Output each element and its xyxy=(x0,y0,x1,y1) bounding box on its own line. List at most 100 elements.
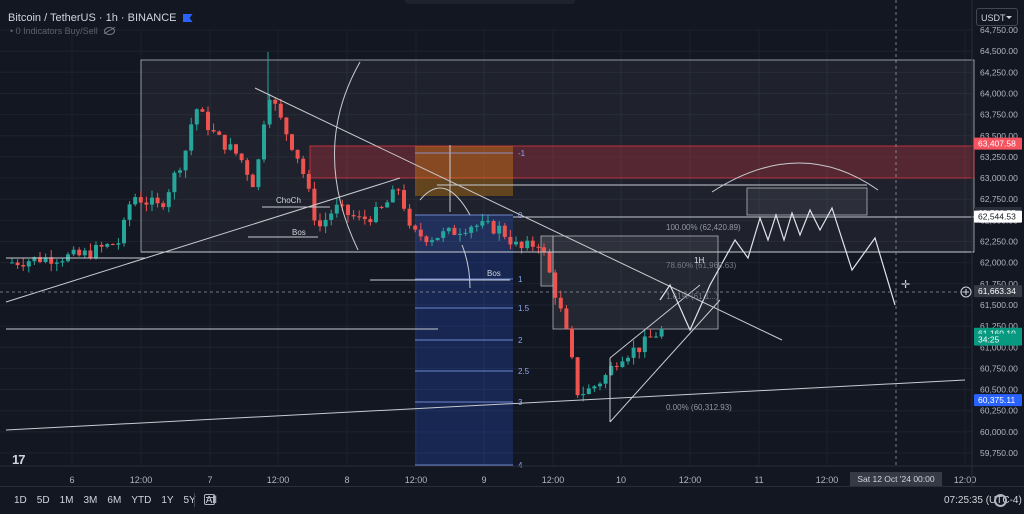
tradingview-logo-icon: 17 xyxy=(12,452,26,467)
fib-level-label: 2.5 xyxy=(518,367,530,376)
candle-body xyxy=(200,109,205,112)
candle-body xyxy=(547,251,552,273)
fib-0-label: 0.00% (60,312.93) xyxy=(666,403,732,412)
target-box xyxy=(746,187,868,216)
price-label: 60,250.00 xyxy=(980,406,1018,416)
top-handle xyxy=(405,0,575,4)
range-1d[interactable]: 1D xyxy=(14,495,27,506)
price-label: 61,000.00 xyxy=(980,342,1018,352)
eye-hidden-icon[interactable] xyxy=(103,27,115,35)
range-6m[interactable]: 6M xyxy=(107,495,122,506)
candle-body xyxy=(245,160,250,175)
candle-body xyxy=(374,206,378,223)
range-5d[interactable]: 5D xyxy=(36,495,50,506)
range-ytd[interactable]: YTD xyxy=(131,495,152,506)
candle-body xyxy=(144,202,149,205)
candle-body xyxy=(10,262,14,264)
candle-body xyxy=(502,225,507,237)
candle-body xyxy=(514,241,518,245)
candle-body xyxy=(239,153,244,161)
candle-body xyxy=(256,159,261,188)
calendar-icon[interactable] xyxy=(204,494,215,505)
candle-body xyxy=(217,131,222,135)
candle-body xyxy=(54,262,59,264)
candle-body xyxy=(278,103,283,118)
candle-body xyxy=(407,208,412,226)
candle-body xyxy=(250,174,255,188)
price-tag-bg xyxy=(974,210,1022,223)
currency-button[interactable]: USDT xyxy=(976,8,1018,26)
candle-body xyxy=(99,244,104,247)
candle-body xyxy=(273,99,278,104)
candle-body xyxy=(127,204,132,220)
symbol-title[interactable]: Bitcoin / TetherUS · 1h · BINANCE xyxy=(8,12,177,24)
candle-body xyxy=(654,336,658,338)
gear-icon[interactable] xyxy=(994,494,1007,507)
price-label: 63,000.00 xyxy=(980,173,1018,183)
candle-body xyxy=(49,257,54,264)
price-label: 60,000.00 xyxy=(980,427,1018,437)
time-label: 10 xyxy=(616,475,626,485)
time-cursor-bg xyxy=(850,472,942,486)
candle-body xyxy=(150,197,154,205)
price-label: 61,750.00 xyxy=(980,279,1018,289)
candle-body xyxy=(21,265,26,267)
range-1m[interactable]: 1M xyxy=(59,495,74,506)
clock-readout[interactable]: 07:25:35 (UTC-4) xyxy=(944,495,1022,506)
price-label: 64,000.00 xyxy=(980,88,1018,98)
candle-body xyxy=(189,124,194,151)
candle-body xyxy=(71,249,76,255)
candle-body xyxy=(519,241,524,249)
candle-body xyxy=(418,229,423,237)
candle-body xyxy=(94,244,98,258)
candle-body xyxy=(497,225,502,234)
candle-body xyxy=(43,257,48,263)
time-label: 9 xyxy=(481,475,486,485)
range-1y[interactable]: 1Y xyxy=(161,495,174,506)
price-tag-bg xyxy=(974,333,1022,346)
candle-body xyxy=(659,328,664,337)
price-label: 62,000.00 xyxy=(980,258,1018,268)
candle-body xyxy=(122,219,126,244)
time-label: 6 xyxy=(69,475,74,485)
candle-body xyxy=(637,347,642,353)
descending-trendline xyxy=(254,87,783,341)
price-tag-bg xyxy=(974,285,1022,298)
candle-body xyxy=(234,144,238,154)
candle-body xyxy=(463,232,468,234)
candle-body xyxy=(32,257,37,262)
candle-body xyxy=(558,297,563,309)
fib-level-label: -1 xyxy=(518,149,526,158)
range-5y[interactable]: 5Y xyxy=(183,495,196,506)
candle-body xyxy=(458,233,462,235)
candle-body xyxy=(480,221,485,226)
candle-body xyxy=(592,386,597,389)
channel-line xyxy=(609,284,701,359)
candle-body xyxy=(648,336,653,338)
fib-level-label: 1.5 xyxy=(518,304,530,313)
choch-label: ChoCh xyxy=(276,196,301,205)
price-tag: 34:25 xyxy=(978,335,1000,345)
candle-body xyxy=(211,130,216,132)
candle-body xyxy=(491,221,496,234)
candle-body xyxy=(15,262,20,266)
fib-level-label: 1 xyxy=(518,275,523,284)
candle-body xyxy=(295,149,300,159)
range-3m[interactable]: 3M xyxy=(83,495,98,506)
candle-body xyxy=(390,189,395,203)
time-label: 12:00 xyxy=(542,475,565,485)
candle-body xyxy=(435,237,440,241)
candle-body xyxy=(267,99,272,125)
candle-body xyxy=(586,388,591,395)
bookmark-flag-icon[interactable] xyxy=(182,14,193,22)
range-buttons: 1D 5D 1M 3M 6M YTD 1Y 5Y All xyxy=(14,495,217,506)
time-label: 12:00 xyxy=(267,475,290,485)
price-label: 62,750.00 xyxy=(980,194,1018,204)
candle-body xyxy=(82,250,87,256)
range-all[interactable]: All xyxy=(205,495,217,506)
candle-body xyxy=(77,249,82,256)
time-label: 12:00 xyxy=(954,475,977,485)
candle-body xyxy=(430,240,434,243)
projection-path xyxy=(659,206,896,332)
